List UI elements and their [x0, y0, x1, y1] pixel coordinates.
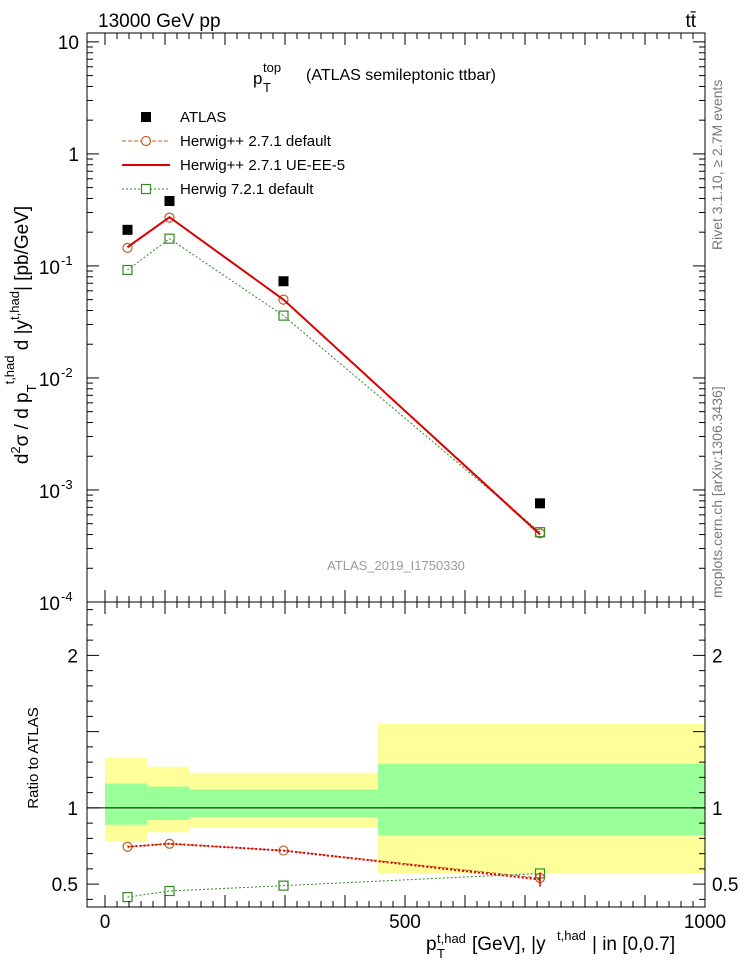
main-ytick-label: 1	[68, 145, 79, 166]
legend-entry: Herwig++ 2.7.1 default	[122, 133, 332, 150]
main-ytick-label: 10 -1	[39, 253, 73, 279]
ratio-xtick-label: 500	[389, 912, 421, 933]
main-ytick-label: 10 -4	[39, 589, 73, 615]
ratio-ytick-label-left: 0.5	[52, 875, 78, 896]
ratio-series-2-point	[164, 885, 175, 897]
ratio-plot-area	[122, 838, 546, 903]
main-ytick-text: 10	[39, 258, 60, 279]
main-series-0-point	[122, 242, 133, 253]
legend-marker	[141, 112, 151, 122]
ratio-series-2-point	[278, 880, 289, 891]
ratio-frame	[86, 601, 706, 908]
main-title: p top T (ATLAS semileptonic ttbar)	[253, 60, 496, 95]
band-green-0	[105, 783, 147, 825]
svg-text:T: T	[437, 946, 445, 961]
legend-label: Herwig++ 2.7.1 UE-EE-5	[180, 157, 345, 174]
svg-text:| in [0,0.7]: | in [0,0.7]	[592, 934, 675, 955]
band-green-2	[189, 789, 378, 818]
main-ytick-exp: -3	[61, 477, 73, 492]
title-rest: (ATLAS semileptonic ttbar)	[306, 67, 496, 84]
ratio-xtick-label: 0	[100, 912, 111, 933]
ratio-series-1-line	[127, 842, 541, 881]
main-ytick-text: 10	[39, 594, 60, 615]
legend-entry: ATLAS	[141, 109, 226, 126]
title-p: p	[253, 69, 262, 88]
main-series-0-line	[127, 216, 541, 534]
ratio-series-2-point	[122, 891, 133, 903]
analysis-watermark: ATLAS_2019_I1750330	[327, 558, 465, 573]
main-series-3-point	[535, 498, 545, 509]
main-ytick-text: 1	[68, 145, 79, 166]
ratio-ytick-label-right: 0.5	[712, 875, 738, 896]
main-series-3-point	[164, 195, 175, 206]
svg-text:p: p	[426, 934, 437, 955]
main-plot-area	[122, 195, 546, 539]
ratio-series-2-line	[127, 872, 541, 898]
ratio-ytick-label-left: 2	[67, 646, 78, 667]
svg-text:d2σ / d pTt,had d |yt,had| [pb: d2σ / d pTt,had d |yt,had| [pb/GeV]	[2, 206, 39, 464]
main-series-1-line	[127, 238, 541, 533]
main-series-2-line	[126, 216, 541, 536]
main-ylabel: d2σ / d pTt,had d |yt,had| [pb/GeV]	[2, 206, 39, 464]
main-series-1-point	[278, 310, 289, 321]
ratio-xtick-label: 1000	[684, 912, 726, 933]
ratio-xlabel: p T t,had [GeV], |y t,had | in [0,0.7]	[426, 928, 675, 961]
svg-text:[GeV], |y: [GeV], |y	[472, 934, 546, 955]
main-ytick-text: 10	[39, 370, 60, 391]
main-ytick-text: 10	[39, 482, 60, 503]
title-superscript: top	[263, 60, 281, 75]
legend-label: Herwig++ 2.7.1 default	[180, 133, 332, 150]
rivet-version-label: Rivet 3.1.10, ≥ 2.7M events	[709, 80, 725, 250]
title-subscript: T	[263, 80, 271, 95]
main-series-3-point	[122, 224, 133, 235]
main-series-3-point	[278, 276, 289, 287]
legend-label: Herwig 7.2.1 default	[180, 181, 314, 198]
legend-marker	[140, 135, 152, 147]
band-green-1	[147, 786, 189, 821]
main-ytick-label: 10	[58, 33, 79, 54]
svg-text:t,had: t,had	[557, 928, 586, 943]
ratio-ytick-label-left: 1	[67, 799, 78, 820]
main-ytick-label: 10 -2	[39, 365, 73, 391]
legend: ATLAS Herwig++ 2.7.1 default Herwig++ 2.7.…	[122, 109, 345, 198]
legend-entry: Herwig 7.2.1 default	[122, 181, 314, 198]
main-series-0-point	[278, 294, 289, 305]
mcplots-label: mcplots.cern.ch [arXiv:1306.3436]	[709, 386, 725, 598]
ratio-uncertainty-bands	[87, 724, 705, 874]
svg-text:t,had: t,had	[437, 931, 466, 946]
main-ytick-exp: -1	[61, 253, 73, 268]
band-green-3	[378, 763, 705, 836]
ratio-ytick-label-right: 2	[712, 646, 723, 667]
ratio-ytick-label-right: 1	[712, 799, 723, 820]
ratio-ylabel: Ratio to ATLAS	[25, 707, 42, 808]
main-ytick-text: 10	[58, 33, 79, 54]
main-series-0-point	[164, 212, 175, 223]
legend-label: ATLAS	[180, 109, 226, 126]
legend-entry: Herwig++ 2.7.1 UE-EE-5	[122, 157, 345, 174]
main-ytick-label: 10 -3	[39, 477, 73, 503]
process-label: tt̄	[685, 11, 696, 32]
main-ytick-exp: -2	[61, 365, 73, 380]
legend-marker	[140, 183, 152, 195]
main-series-1-point	[122, 264, 133, 276]
main-ytick-exp: -4	[61, 589, 73, 604]
main-series-1-point	[534, 527, 546, 538]
energy-label: 13000 GeV pp	[98, 11, 221, 32]
main-series-1-point	[164, 233, 175, 244]
